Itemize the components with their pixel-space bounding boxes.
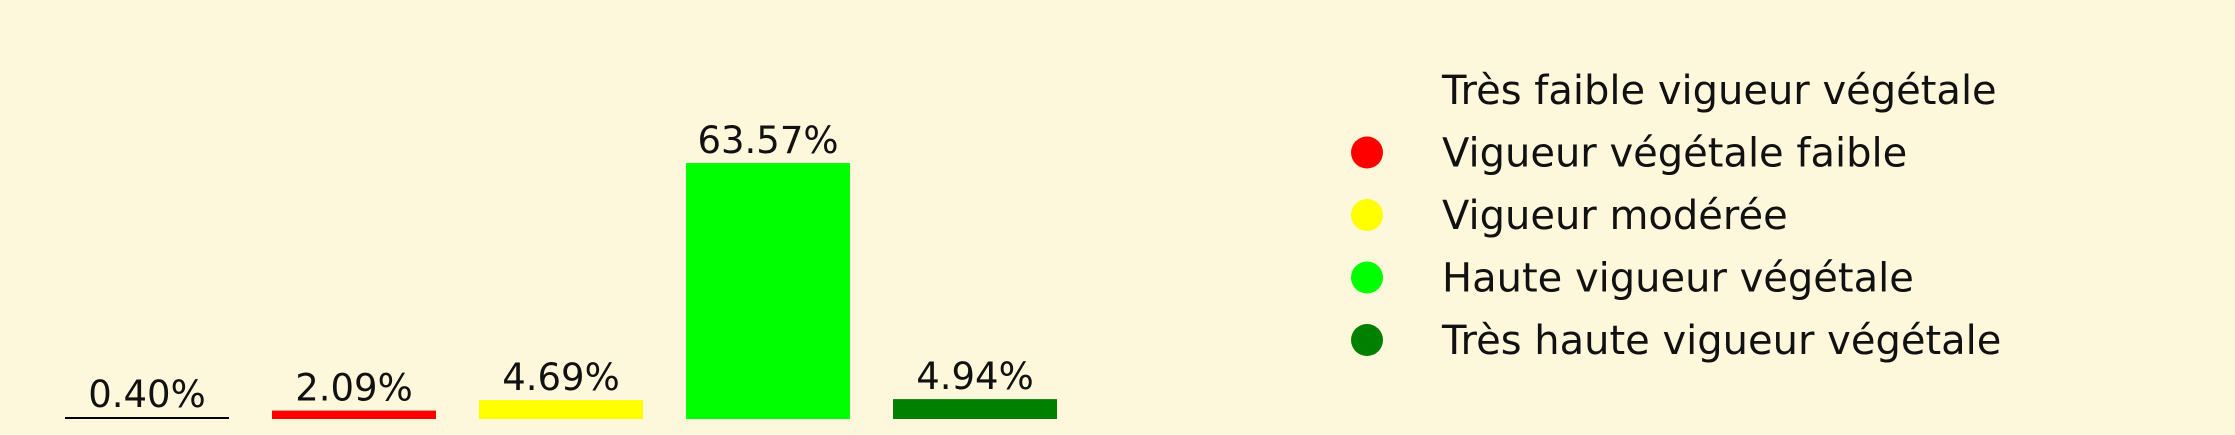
legend-label-2: Vigueur végétale faible: [1442, 131, 1907, 177]
legend-item-4: Haute vigueur végétale: [1351, 256, 1914, 302]
legend-marker-2: [1351, 136, 1383, 169]
legend-item-3: Vigueur modérée: [1351, 193, 1788, 239]
bar-value-label-5: 4.94%: [916, 355, 1034, 398]
legend-item-5: Très haute vigueur végétale: [1351, 318, 2001, 364]
legend-marker-5: [1351, 324, 1383, 356]
legend-label-5: Très haute vigueur végétale: [1441, 318, 2001, 364]
legend-item-2: Vigueur végétale faible: [1351, 131, 1907, 177]
bar-2: [272, 410, 436, 419]
bar-value-label-1: 0.40%: [88, 373, 206, 416]
bar-3: [479, 400, 643, 419]
bar-labels-layer: 0.40% 2.09% 4.69% 63.57% 4.94%: [88, 119, 1034, 416]
bar-5: [893, 399, 1057, 419]
legend: Très faible vigueur végétale Vigueur végé…: [1351, 68, 2001, 364]
bar-value-label-2: 2.09%: [295, 367, 413, 410]
bars-layer: [65, 163, 1057, 419]
legend-marker-3: [1351, 199, 1383, 231]
legend-marker-4: [1351, 261, 1383, 294]
bar-1: [65, 417, 229, 419]
bar-4: [686, 163, 850, 419]
legend-label-4: Haute vigueur végétale: [1442, 256, 1914, 302]
bar-value-label-4: 63.57%: [697, 119, 838, 162]
legend-label-1: Très faible vigueur végétale: [1441, 68, 1997, 114]
bar-value-label-3: 4.69%: [502, 356, 620, 399]
legend-item-1: Très faible vigueur végétale: [1441, 68, 1997, 114]
legend-label-3: Vigueur modérée: [1442, 193, 1788, 239]
